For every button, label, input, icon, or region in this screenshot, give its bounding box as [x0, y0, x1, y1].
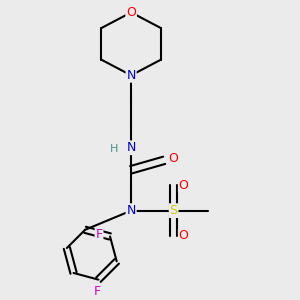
Text: F: F [93, 285, 100, 298]
Text: S: S [169, 204, 178, 217]
Text: N: N [126, 204, 136, 217]
Text: O: O [179, 179, 189, 192]
Text: H: H [110, 144, 118, 154]
Text: N: N [126, 141, 136, 154]
Text: F: F [95, 228, 103, 242]
Text: O: O [169, 152, 178, 165]
Text: O: O [126, 6, 136, 19]
Text: N: N [126, 69, 136, 82]
Text: O: O [179, 229, 189, 242]
